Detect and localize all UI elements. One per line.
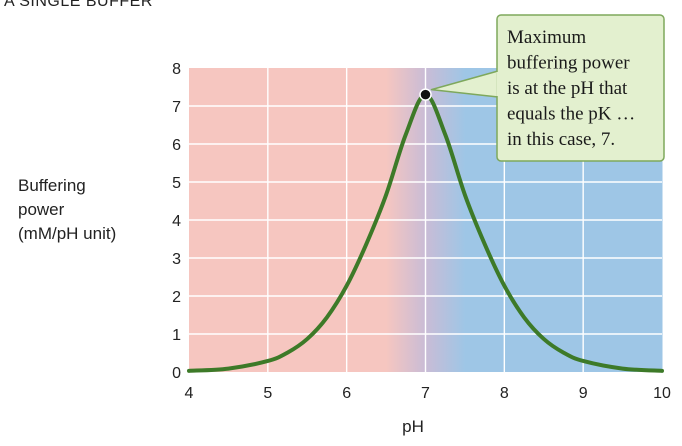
y-axis-title-line: Buffering: [18, 176, 86, 195]
callout-text: Maximum buffering power is at the pH that e…: [507, 27, 635, 150]
y-tick-label: 7: [172, 99, 181, 116]
callout-text-line: equals the pK …: [507, 104, 635, 125]
y-tick-label: 1: [172, 327, 181, 344]
y-tick-label: 2: [172, 289, 181, 306]
y-axis-title-line: (mM/pH unit): [18, 224, 116, 243]
callout-text-line: in this case, 7.: [507, 129, 615, 150]
x-tick-label: 10: [653, 385, 671, 402]
tick-labels: 4 5 6 7 8 9 10 0 1 2 3 4 5 6 7 8: [172, 61, 671, 402]
x-axis-title: pH: [402, 417, 424, 436]
x-tick-label: 4: [185, 385, 194, 402]
y-axis-title: Buffering power (mM/pH unit): [18, 176, 116, 243]
callout-text-line: Maximum: [507, 27, 586, 48]
peak-marker: [419, 88, 432, 101]
y-tick-label: 0: [172, 365, 181, 382]
y-tick-label: 8: [172, 61, 181, 78]
panel-title: A SINGLE BUFFER: [4, 0, 153, 10]
x-tick-label: 8: [500, 385, 509, 402]
x-tick-label: 9: [579, 385, 588, 402]
y-tick-label: 6: [172, 137, 181, 154]
y-tick-label: 3: [172, 251, 181, 268]
x-tick-label: 6: [342, 385, 351, 402]
grid-lines: [189, 68, 662, 372]
y-axis-title-line: power: [18, 200, 65, 219]
callout-text-line: is at the pH that: [507, 78, 628, 99]
y-tick-label: 4: [172, 213, 181, 230]
x-tick-label: 5: [263, 385, 272, 402]
callout-text-line: buffering power: [507, 53, 630, 74]
curve-layer: [187, 88, 664, 373]
x-tick-label: 7: [421, 385, 430, 402]
y-tick-label: 5: [172, 175, 181, 192]
pk-callout: Maximum buffering power is at the pH that e…: [430, 14, 665, 162]
